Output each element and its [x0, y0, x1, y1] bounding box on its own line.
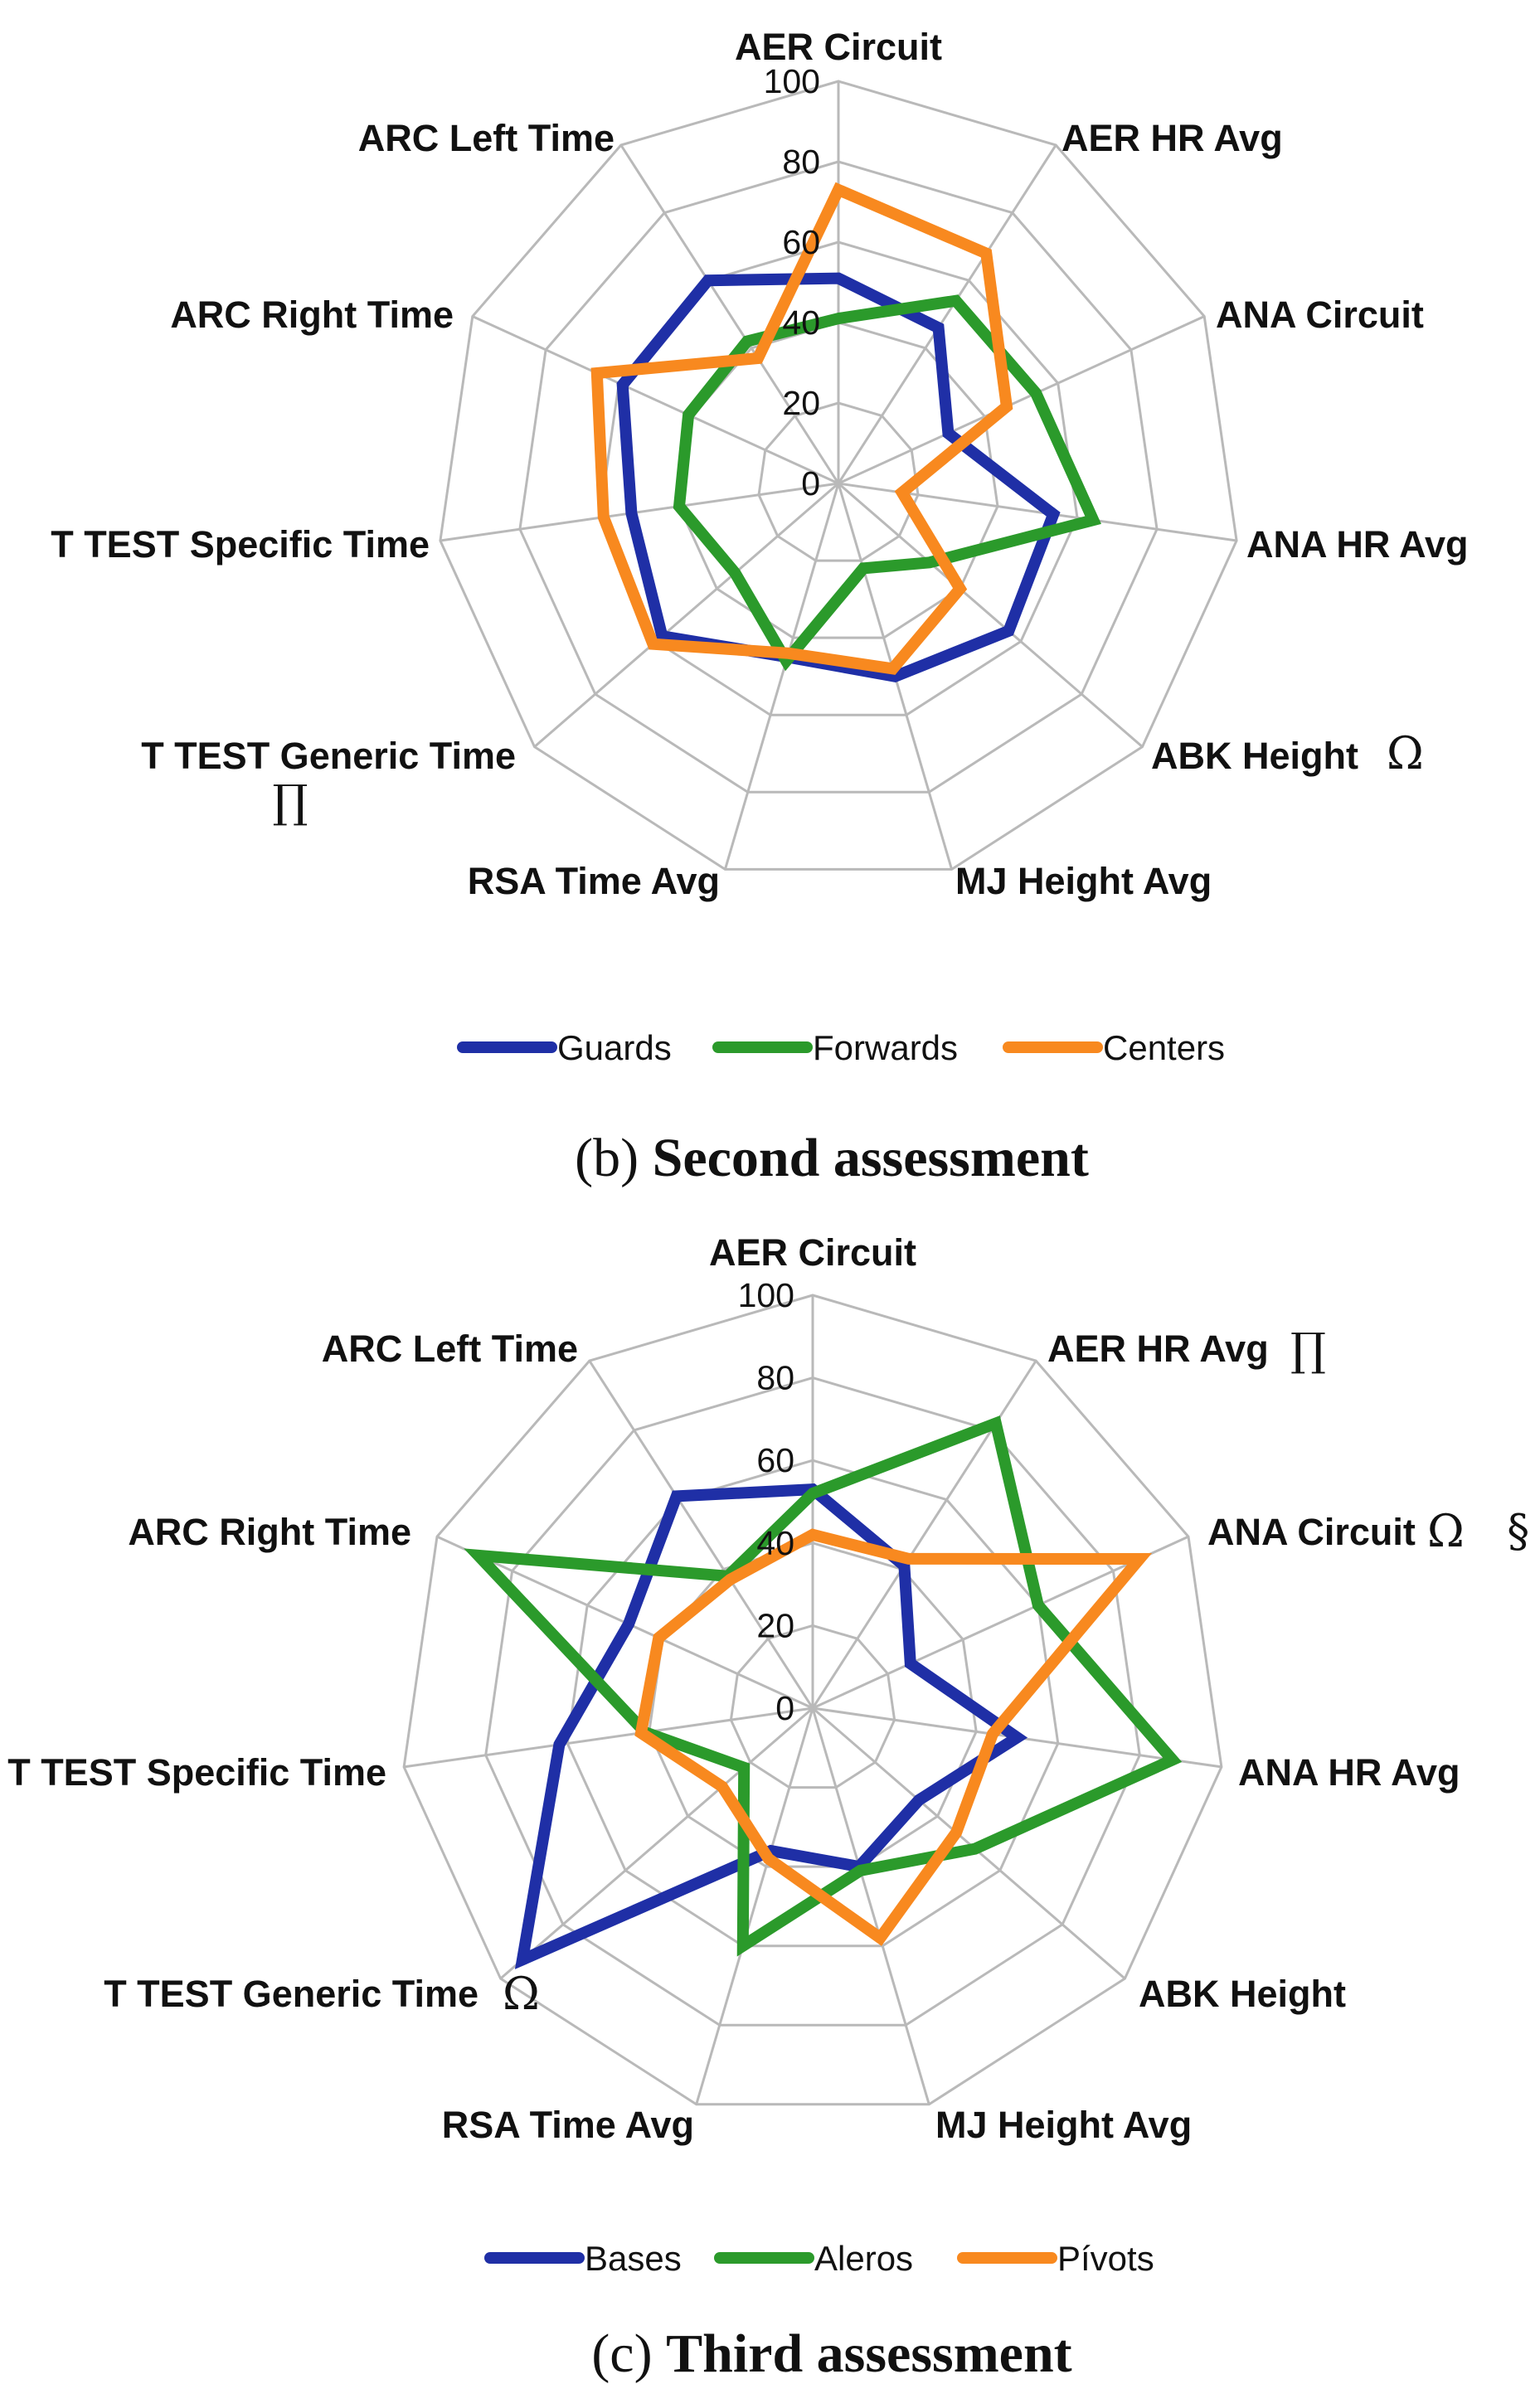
significance-marker-aer-hr-avg: ∏ — [1290, 1323, 1326, 1376]
legend-item-bases: Bases — [484, 2239, 682, 2278]
radar-chart-third-assessment: 0 20 40 60 80 100 AER Circuit AER HR Avg ∏ ANA C… — [7, 1231, 1529, 2384]
tick-label-20: 20 — [756, 1606, 794, 1644]
grid-ring-100 — [402, 1294, 1223, 2106]
axis-label-t-test-specific-time: T TEST Specific Time — [51, 523, 430, 566]
series-pivots — [634, 1528, 1153, 1946]
axis-label-arc-left-time: ARC Left Time — [322, 1328, 578, 1370]
tick-label-100: 100 — [738, 1276, 794, 1314]
axis-label-aer-hr-avg: AER HR Avg — [1047, 1328, 1269, 1370]
axis-label-arc-left-time: ARC Left Time — [358, 117, 615, 159]
spoke-arc-left-time — [619, 144, 840, 484]
caption-letter: (b) — [575, 1128, 639, 1188]
legend: Bases Aleros Pívots — [484, 2239, 1154, 2278]
axis-label-rsa-time-avg: RSA Time Avg — [442, 2104, 694, 2146]
axis-labels: AER Circuit AER HR Avg ANA Circuit ANA HR A… — [51, 26, 1468, 902]
legend-item-pivots: Pívots — [957, 2239, 1154, 2278]
radial-tick-labels: 0 20 40 60 80 100 — [764, 62, 820, 502]
grid-ring-80 — [518, 160, 1159, 794]
grid-ring-60 — [566, 1459, 1060, 1948]
series-bases — [514, 1483, 1028, 1969]
spoke-arc-right-time — [472, 315, 839, 485]
legend-label-aleros: Aleros — [814, 2239, 913, 2278]
legend-label-guards: Guards — [557, 1028, 672, 1067]
spoke-abk-height — [838, 482, 1144, 748]
axis-label-aer-circuit: AER Circuit — [709, 1231, 916, 1274]
tick-label-0: 0 — [775, 1689, 794, 1727]
spoke-t-test-generic-time — [499, 1706, 814, 1980]
tick-label-80: 80 — [756, 1359, 794, 1397]
radar-series — [590, 182, 1101, 682]
spoke-aer-hr-avg — [837, 144, 1057, 484]
legend: Guards Forwards Centers — [457, 1028, 1225, 1067]
tick-label-60: 60 — [782, 223, 820, 261]
axis-label-arc-right-time: ARC Right Time — [170, 294, 454, 336]
spoke-abk-height — [812, 1706, 1126, 1980]
spoke-arc-left-time — [588, 1360, 814, 1709]
radial-tick-labels: 0 20 40 60 80 100 — [738, 1276, 794, 1727]
series-forwards — [673, 294, 1101, 672]
significance-marker-t-test-generic-time: ∏ — [273, 775, 308, 828]
legend-label-bases: Bases — [585, 2239, 682, 2278]
spoke-ana-circuit — [838, 315, 1205, 485]
axis-label-ana-hr-avg: ANA HR Avg — [1246, 523, 1469, 566]
grid-ring-80 — [484, 1376, 1141, 2027]
axis-label-abk-height: ABK Height — [1151, 735, 1358, 777]
series-aleros — [464, 1415, 1183, 1957]
caption-third-assessment: (c) Third assessment — [591, 2323, 1071, 2384]
axis-label-ana-hr-avg: ANA HR Avg — [1238, 1751, 1460, 1794]
spoke-ana-circuit — [812, 1535, 1189, 1710]
tick-label-0: 0 — [801, 464, 820, 502]
spoke-rsa-time-avg — [723, 483, 840, 870]
spoke-t-test-specific-time — [403, 1706, 814, 1769]
grid-ring-20 — [757, 401, 920, 562]
legend-item-centers: Centers — [1003, 1028, 1225, 1067]
significance-marker-ana-circuit: Ω § — [1427, 1505, 1529, 1557]
axis-label-arc-right-time: ARC Right Time — [128, 1511, 411, 1553]
grid-ring-100 — [439, 80, 1238, 871]
axis-label-aer-hr-avg: AER HR Avg — [1061, 117, 1283, 159]
tick-label-100: 100 — [764, 62, 820, 100]
axis-label-t-test-generic-time: T TEST Generic Time — [104, 1973, 479, 2015]
axis-label-ana-circuit: ANA Circuit — [1216, 294, 1424, 336]
axis-labels: AER Circuit AER HR Avg ∏ ANA Circuit Ω § ANA … — [7, 1231, 1529, 2146]
axis-label-mj-height-avg: MJ Height Avg — [935, 2104, 1192, 2146]
spoke-mj-height-avg — [811, 1707, 930, 2105]
radar-grid — [402, 1294, 1223, 2106]
significance-marker-abk-height: Ω — [1387, 727, 1424, 779]
axis-label-t-test-generic-time: T TEST Generic Time — [141, 735, 516, 777]
radar-grid — [439, 80, 1238, 871]
legend-item-forwards: Forwards — [712, 1028, 958, 1067]
tick-label-20: 20 — [782, 384, 820, 422]
spoke-t-test-specific-time — [440, 482, 839, 542]
axis-label-aer-circuit: AER Circuit — [735, 26, 942, 68]
axis-label-ana-circuit: ANA Circuit — [1207, 1511, 1416, 1553]
axis-label-rsa-time-avg: RSA Time Avg — [468, 860, 720, 902]
caption-second-assessment: (b) Second assessment — [575, 1128, 1089, 1188]
spoke-rsa-time-avg — [695, 1707, 814, 2105]
legend-label-pivots: Pívots — [1057, 2239, 1154, 2278]
tick-label-40: 40 — [782, 303, 820, 342]
grid-ring-20 — [729, 1624, 896, 1789]
legend-item-aleros: Aleros — [714, 2239, 913, 2278]
tick-label-80: 80 — [782, 143, 820, 181]
radar-chart-second-assessment: 0 20 40 60 80 100 AER Circuit AER HR Avg ANA Ci… — [51, 26, 1468, 1188]
radar-series — [464, 1415, 1183, 1969]
significance-marker-t-test-generic-time: Ω — [503, 1968, 540, 2020]
legend-item-guards: Guards — [457, 1028, 672, 1067]
spoke-t-test-generic-time — [533, 482, 839, 748]
axis-label-mj-height-avg: MJ Height Avg — [955, 860, 1212, 902]
series-centers — [590, 182, 1013, 675]
legend-label-centers: Centers — [1103, 1028, 1225, 1067]
tick-label-60: 60 — [756, 1441, 794, 1479]
caption-title: Second assessment — [653, 1128, 1089, 1188]
axis-label-abk-height: ABK Height — [1139, 1973, 1346, 2015]
legend-label-forwards: Forwards — [813, 1028, 958, 1067]
caption-title: Third assessment — [666, 2323, 1072, 2384]
caption-letter: (c) — [591, 2323, 652, 2384]
axis-label-t-test-specific-time: T TEST Specific Time — [7, 1751, 386, 1794]
tick-label-40: 40 — [756, 1524, 794, 1562]
